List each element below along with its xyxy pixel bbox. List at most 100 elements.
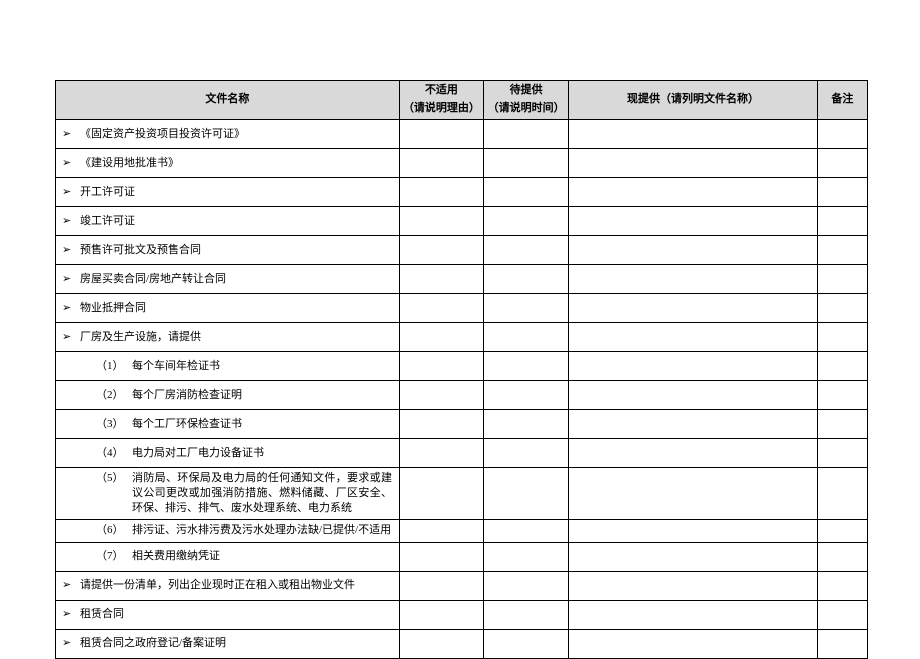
table-row: ➢《建设用地批准书》 [56, 149, 868, 178]
cell-name: ➢租赁合同 [56, 600, 400, 629]
cell-note [817, 542, 867, 571]
cell-name: （5）消防局、环保局及电力局的任何通知文件，要求或建议公司更改或加强消防措施、燃… [56, 468, 400, 520]
cell-note [817, 629, 867, 658]
cell-pending [484, 468, 569, 520]
row-text: 《建设用地批准书》 [80, 157, 179, 169]
cell-note [817, 236, 867, 265]
cell-pending [484, 323, 569, 352]
table-row: ➢请提供一份清单，列出企业现时正在租入或租出物业文件 [56, 571, 868, 600]
cell-na [399, 439, 483, 468]
cell-pending [484, 352, 569, 381]
cell-note [817, 600, 867, 629]
row-text: 房屋买卖合同/房地产转让合同 [80, 273, 226, 285]
bullet-icon: ➢ [62, 243, 80, 258]
table-row: （7）相关费用缴纳凭证 [56, 542, 868, 571]
table-row: ➢预售许可批文及预售合同 [56, 236, 868, 265]
table-row: ➢房屋买卖合同/房地产转让合同 [56, 265, 868, 294]
cell-pending [484, 439, 569, 468]
row-text: 每个车间年检证书 [132, 359, 392, 374]
row-number: （7） [96, 549, 132, 564]
cell-pending [484, 410, 569, 439]
cell-provided [569, 629, 818, 658]
cell-name: ➢《固定资产投资项目投资许可证》 [56, 120, 400, 149]
cell-name: （6）排污证、污水排污费及污水处理办法缺/已提供/不适用 [56, 519, 400, 542]
cell-pending [484, 629, 569, 658]
row-number: （3） [96, 417, 132, 432]
row-text: 电力局对工厂电力设备证书 [132, 446, 392, 461]
cell-provided [569, 207, 818, 236]
table-row: ➢租赁合同之政府登记/备案证明 [56, 629, 868, 658]
cell-pending [484, 149, 569, 178]
table-row: （6）排污证、污水排污费及污水处理办法缺/已提供/不适用 [56, 519, 868, 542]
cell-name: ➢《建设用地批准书》 [56, 149, 400, 178]
cell-provided [569, 381, 818, 410]
row-text: 每个厂房消防检查证明 [132, 388, 392, 403]
cell-na [399, 352, 483, 381]
table-row: ➢厂房及生产设施，请提供 [56, 323, 868, 352]
cell-provided [569, 294, 818, 323]
header-pend-line2: （请说明时间） [488, 102, 565, 114]
cell-provided [569, 519, 818, 542]
bullet-icon: ➢ [62, 185, 80, 200]
cell-na [399, 381, 483, 410]
header-provided: 现提供（请列明文件名称） [569, 81, 818, 120]
cell-na [399, 571, 483, 600]
row-text: 预售许可批文及预售合同 [80, 244, 201, 256]
cell-provided [569, 236, 818, 265]
cell-pending [484, 294, 569, 323]
cell-provided [569, 323, 818, 352]
cell-note [817, 207, 867, 236]
cell-na [399, 519, 483, 542]
cell-na [399, 323, 483, 352]
cell-note [817, 120, 867, 149]
cell-provided [569, 265, 818, 294]
cell-na [399, 542, 483, 571]
header-na-line1: 不适用 [425, 84, 458, 96]
bullet-icon: ➢ [62, 330, 80, 345]
header-row: 文件名称 不适用 （请说明理由） 待提供 （请说明时间） 现提供（请列明文件名称… [56, 81, 868, 120]
cell-na [399, 468, 483, 520]
cell-note [817, 519, 867, 542]
header-na-line2: （请说明理由） [403, 102, 480, 114]
cell-na [399, 600, 483, 629]
cell-note [817, 265, 867, 294]
cell-pending [484, 542, 569, 571]
table-row: （4）电力局对工厂电力设备证书 [56, 439, 868, 468]
row-text: 开工许可证 [80, 186, 135, 198]
row-text: 厂房及生产设施，请提供 [80, 331, 201, 343]
cell-note [817, 381, 867, 410]
cell-pending [484, 571, 569, 600]
cell-provided [569, 178, 818, 207]
header-name: 文件名称 [56, 81, 400, 120]
cell-pending [484, 519, 569, 542]
cell-provided [569, 410, 818, 439]
cell-pending [484, 120, 569, 149]
cell-na [399, 410, 483, 439]
cell-provided [569, 149, 818, 178]
cell-pending [484, 236, 569, 265]
table-row: ➢《固定资产投资项目投资许可证》 [56, 120, 868, 149]
cell-provided [569, 571, 818, 600]
row-number: （6） [96, 523, 132, 538]
header-pend-line1: 待提供 [510, 84, 543, 96]
row-text: 租赁合同之政府登记/备案证明 [80, 637, 226, 649]
row-text: 物业抵押合同 [80, 302, 146, 314]
cell-note [817, 294, 867, 323]
cell-name: （2）每个厂房消防检查证明 [56, 381, 400, 410]
cell-name: （7）相关费用缴纳凭证 [56, 542, 400, 571]
bullet-icon: ➢ [62, 301, 80, 316]
header-note: 备注 [817, 81, 867, 120]
bullet-icon: ➢ [62, 636, 80, 651]
bullet-icon: ➢ [62, 607, 80, 622]
page-container: 文件名称 不适用 （请说明理由） 待提供 （请说明时间） 现提供（请列明文件名称… [0, 0, 920, 659]
cell-note [817, 149, 867, 178]
cell-name: （4）电力局对工厂电力设备证书 [56, 439, 400, 468]
cell-pending [484, 207, 569, 236]
cell-na [399, 120, 483, 149]
row-text: 请提供一份清单，列出企业现时正在租入或租出物业文件 [80, 579, 355, 591]
cell-pending [484, 381, 569, 410]
cell-name: （1）每个车间年检证书 [56, 352, 400, 381]
cell-note [817, 468, 867, 520]
bullet-icon: ➢ [62, 578, 80, 593]
cell-pending [484, 178, 569, 207]
